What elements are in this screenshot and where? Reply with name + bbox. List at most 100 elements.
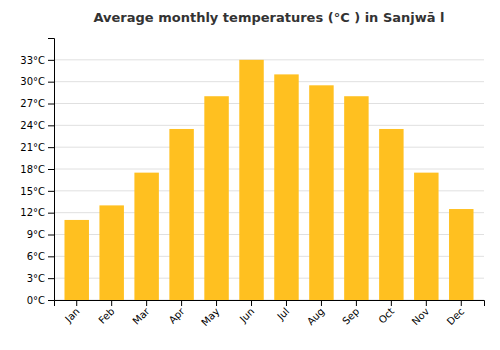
x-tick-line [76,300,77,306]
bar [414,173,438,300]
y-tick: 30°C [20,76,54,87]
y-tick-label: 12°C [20,207,45,218]
chart-svg: 0°C 3°C 6°C 9°C 12°C 15°C 18°C 21°C 24°C 27°C 30°C… [0,0,500,350]
x-tick: May [199,300,221,328]
grid-line [54,103,484,104]
x-axis-line [55,301,485,307]
y-tick-label: 9°C [27,229,45,240]
bar [239,60,263,300]
bars [64,60,473,300]
x-tick-line [391,300,392,306]
y-tick: 21°C [20,142,54,153]
plot-area: 0°C 3°C 6°C 9°C 12°C 15°C 18°C 21°C 24°C 27°C 30°C… [20,39,484,329]
x-tick-label: Jan [62,306,81,325]
bar [204,96,228,300]
bar [64,220,88,300]
y-tick: 24°C [20,120,54,131]
chart-container: 0°C 3°C 6°C 9°C 12°C 15°C 18°C 21°C 24°C 27°C 30°C… [0,0,500,350]
y-tick-label: 18°C [20,164,45,175]
x-tick: Dec [445,300,466,327]
grid-line [54,59,484,60]
y-tick-line [48,278,54,279]
y-tick-line [48,256,54,257]
y-tick-line [48,147,54,148]
y-tick-label: 21°C [20,142,45,153]
x-tick-label: Sep [340,306,361,327]
grid-line [54,81,484,82]
bar [134,173,158,300]
bar [379,129,403,300]
y-tick: 3°C [27,273,54,284]
x-tick-label: May [199,306,221,328]
bar [309,85,333,300]
x-tick-label: Mar [130,305,152,327]
y-tick: 9°C [27,229,54,240]
x-tick-label: Aug [305,306,327,328]
grid-line [54,147,484,148]
y-tick: 27°C [20,98,54,109]
bar [99,205,123,300]
y-tick-label: 30°C [20,76,45,87]
x-tick: Feb [96,300,116,326]
x-tick-line [356,300,357,306]
x-tick: Mar [130,300,152,327]
y-tick: 18°C [20,164,54,175]
x-tick-label: Jun [237,306,257,326]
y-tick-label: 27°C [20,98,45,109]
x-tick: Nov [410,300,432,327]
y-tick-label: 15°C [20,186,45,197]
y-tick: 33°C [20,55,54,66]
x-tick: Jun [237,300,257,325]
x-tick-label: Jul [274,306,291,323]
y-tick-line [48,60,54,61]
y-tick-label: 6°C [27,251,45,262]
x-tick-label: Feb [96,306,116,326]
x-tick: Sep [340,300,361,327]
bar [449,209,473,300]
x-tick: Aug [305,300,327,327]
y-tick-label: 3°C [27,273,45,284]
grid-line [54,169,484,170]
y-tick-line [48,213,54,214]
y-tick: 15°C [20,186,54,197]
x-tick-label: Apr [167,305,188,326]
y-tick: 0°C [27,295,54,306]
x-tick: Apr [167,300,188,326]
x-tick: Oct [376,300,396,326]
x-tick-line [111,300,112,306]
x-tick: Jan [62,300,81,325]
y-tick-line [48,125,54,126]
y-tick-line [48,191,54,192]
x-tick-label: Nov [410,306,432,328]
x-tick-line [461,300,462,306]
y-tick: 12°C [20,207,54,218]
x-tick-label: Oct [376,306,396,326]
x-tick: Jul [274,300,291,323]
x-tick-line [286,300,287,306]
x-tick-line [216,300,217,306]
x-tick-line [321,300,322,306]
y-tick-label: 24°C [20,120,45,131]
grid [54,60,484,300]
y-tick: 6°C [27,251,54,262]
x-tick-line [181,300,182,306]
x-axis: Jan Feb Mar Apr May Jun Jul Aug Sep Oct Nov Dec [55,300,485,328]
y-tick-line [48,104,54,105]
y-axis-line [48,39,55,301]
x-tick-line [146,300,147,306]
x-tick-label: Dec [445,306,466,327]
y-tick-label: 0°C [27,295,45,306]
bar [274,74,298,300]
y-axis: 0°C 3°C 6°C 9°C 12°C 15°C 18°C 21°C 24°C 27°C 30°C… [20,39,54,306]
x-tick-line [251,300,252,306]
bar [344,96,368,300]
chart-title: Average monthly temperatures (°C ) in Sa… [93,10,444,25]
y-tick-line [48,82,54,83]
bar [169,129,193,300]
grid-line [54,125,484,126]
y-tick-label: 33°C [20,55,45,66]
y-tick-line [48,300,54,301]
y-tick-line [48,169,54,170]
x-tick-line [426,300,427,306]
y-tick-line [48,235,54,236]
